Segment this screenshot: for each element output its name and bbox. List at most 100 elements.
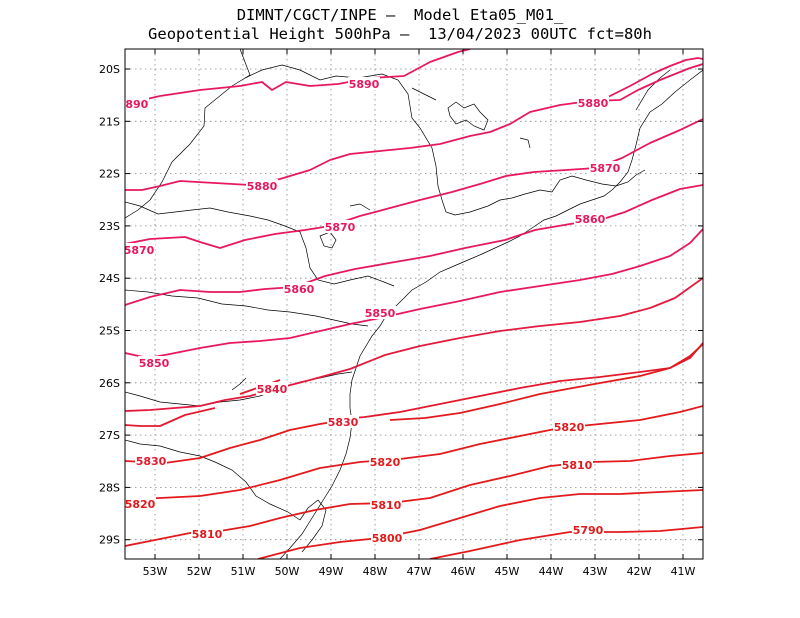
map-title-line-2: Geopotential Height 500hPa – 13/04/2023 … [148, 25, 652, 43]
river-fragment-1 [411, 87, 437, 101]
contour-label: 5850 [364, 306, 396, 320]
contour-label-text: 5830 [328, 416, 359, 429]
lon-tick-label: 50W [275, 565, 300, 578]
lat-tick-label: 24S [99, 272, 120, 285]
contour-label-bg [256, 382, 288, 395]
contour-label-text: 5860 [575, 213, 606, 226]
contour-label-bg [577, 96, 609, 109]
contour-label-bg [348, 77, 380, 90]
river-fragment-3 [349, 203, 371, 211]
coastline [279, 69, 703, 559]
contour-label-bg [125, 243, 155, 256]
contour-label-bg [191, 527, 223, 540]
contour-label-text: 5890 [118, 98, 149, 111]
contour-label-bg [369, 455, 401, 468]
contour-label-bg [561, 458, 593, 471]
contour-label-text: 5810 [192, 528, 223, 541]
contour-label-text: 5840 [257, 383, 288, 396]
contour-label: 5830 [135, 454, 167, 468]
axes: 53W 52W 51W 50W 49W 48W 47W 46W 45W 44W 43W 42W 41W 2… [99, 48, 704, 578]
state-border-es [635, 69, 671, 111]
lagoon-coast [299, 499, 327, 553]
lon-tick-label: 41W [671, 565, 696, 578]
lon-tick-label: 51W [231, 565, 256, 578]
lat-tick-label: 29S [99, 534, 120, 547]
contour-label-text: 5850 [365, 307, 396, 320]
lon-tick-label: 53W [143, 565, 168, 578]
contour-label-text: 5820 [554, 421, 585, 434]
lat-tick-label: 28S [99, 481, 120, 494]
contour-label: 5810 [370, 498, 402, 512]
lon-tick-label: 43W [583, 565, 608, 578]
contour-label-text: 5820 [125, 498, 156, 511]
state-border-pr-sc [125, 289, 369, 327]
contour-line [125, 277, 703, 412]
country-border-west [125, 439, 301, 521]
contour-label: 5810 [191, 527, 223, 541]
contour-label-bg [589, 161, 621, 174]
contour-label-bg [327, 415, 359, 428]
contour-label-text: 5850 [139, 357, 170, 370]
contour-label-bg [371, 531, 403, 544]
contour-line [125, 228, 703, 359]
lat-tick-label: 25S [99, 325, 120, 338]
contour-line [125, 49, 703, 105]
river-fragment-4 [231, 377, 247, 391]
contour-line [125, 63, 703, 191]
lon-tick-label: 42W [627, 565, 652, 578]
contour-label-text: 5870 [590, 162, 621, 175]
contour-line [257, 489, 703, 559]
contour-label: 5890 [118, 97, 149, 111]
lat-tick-label: 21S [99, 115, 120, 128]
map-title-line-1: DIMNT/CGCT/INPE – Model Eta05_M01_ [236, 6, 564, 24]
contour-label: 5870 [589, 161, 621, 175]
lon-tick-label: 45W [495, 565, 520, 578]
lat-tick-label: 26S [99, 377, 120, 390]
lat-tick-label: 20S [99, 63, 120, 76]
map-frame [124, 48, 704, 560]
state-border-north [125, 49, 251, 219]
contour-label-bg [574, 212, 606, 225]
state-border-pr [125, 201, 395, 287]
contour-label: 5860 [283, 282, 315, 296]
contour-label-bg [324, 220, 356, 233]
reservoir-sp [319, 231, 337, 249]
contour-label: 5790 [572, 523, 604, 537]
contour-label-bg [246, 179, 278, 192]
contour-lines [125, 49, 703, 559]
contour-label-text: 5820 [370, 456, 401, 469]
contour-label-bg [125, 497, 156, 510]
contour-label-text: 5870 [124, 244, 155, 257]
contour-label-bg [364, 306, 396, 319]
contour-line [429, 526, 703, 559]
contour-line [125, 343, 703, 464]
contour-label: 5870 [124, 243, 155, 257]
contour-labels: 5890 5890 5880 5880 5870 5870 5870 5860 5860 5850… [118, 77, 621, 545]
contour-label-text: 5890 [349, 78, 380, 91]
contour-label: 5840 [256, 382, 288, 396]
contour-label-text: 5830 [136, 455, 167, 468]
contour-label-text: 5860 [284, 283, 315, 296]
lat-tick-label: 23S [99, 220, 120, 233]
reservoir-mg [447, 101, 489, 131]
lon-tick-label: 46W [451, 565, 476, 578]
contour-line [125, 184, 703, 306]
state-border-es-rj [551, 169, 646, 193]
contour-line [125, 405, 703, 500]
lat-tick-label: 27S [99, 429, 120, 442]
contour-label: 5820 [125, 497, 156, 511]
lon-tick-label: 49W [319, 565, 344, 578]
contour-label-text: 5880 [578, 97, 609, 110]
contour-label-text: 5870 [325, 221, 356, 234]
contour-label-bg [572, 523, 604, 536]
contour-label: 5830 [327, 415, 359, 429]
contour-label-text: 5800 [372, 532, 403, 545]
contour-label-bg [138, 356, 170, 369]
lat-tick-label: 22S [99, 168, 120, 181]
grid-lines [125, 49, 703, 559]
contour-label: 5890 [348, 77, 380, 91]
lon-tick-label: 47W [407, 565, 432, 578]
lon-tick-label: 44W [539, 565, 564, 578]
state-border-mg-sp [244, 64, 553, 216]
contour-label-text: 5810 [562, 459, 593, 472]
